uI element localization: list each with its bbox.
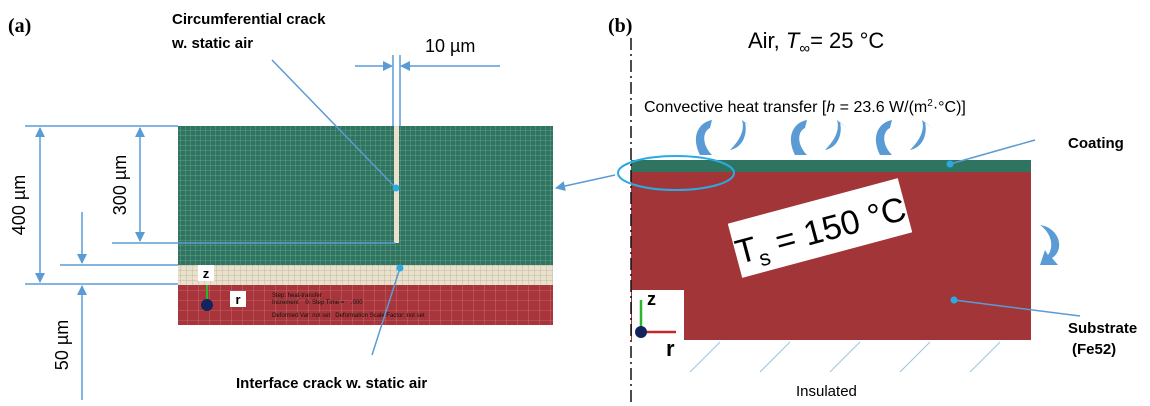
- crack: [394, 126, 399, 243]
- axis-label: r: [235, 292, 240, 307]
- status-text: Deformed Var: not set Deformation Scale …: [272, 313, 425, 319]
- axis-label: z: [203, 266, 210, 281]
- convection-label: Convective heat transfer [h = 23.6 W/(m2…: [644, 98, 966, 116]
- insulation-hatch: [690, 342, 1000, 372]
- status-text: Step: heat-transfer: [272, 293, 322, 299]
- crack-label: Circumferential crack: [172, 11, 326, 28]
- dimension-label: 400 µm: [9, 175, 29, 235]
- axis-label: z: [647, 289, 656, 309]
- status-text: Increment 0: Step Time = .000: [272, 300, 363, 306]
- ambient-label: Air, T∞= 25 °C: [748, 28, 884, 57]
- substrate-label: Substrate: [1068, 320, 1137, 337]
- insulated-label: Insulated: [796, 383, 857, 400]
- substrate-label: (Fe52): [1072, 341, 1116, 358]
- coating-mesh: [178, 126, 553, 265]
- interface-mesh: [178, 265, 553, 285]
- crack-label: Interface crack w. static air: [236, 375, 427, 392]
- crack-label: w. static air: [171, 35, 253, 52]
- panel-label: (a): [8, 15, 31, 37]
- coating-label: Coating: [1068, 135, 1124, 152]
- dimension-label: 10 µm: [425, 36, 475, 56]
- panel-label: (b): [608, 15, 632, 37]
- figure: (a) Circumferential crack w. static air …: [0, 0, 1150, 406]
- coating: [631, 160, 1031, 172]
- dimension-label: 50 µm: [52, 320, 72, 370]
- axis-triad: z r: [632, 289, 684, 361]
- axis-label: r: [666, 336, 675, 361]
- dimension-label: 300 µm: [110, 155, 130, 215]
